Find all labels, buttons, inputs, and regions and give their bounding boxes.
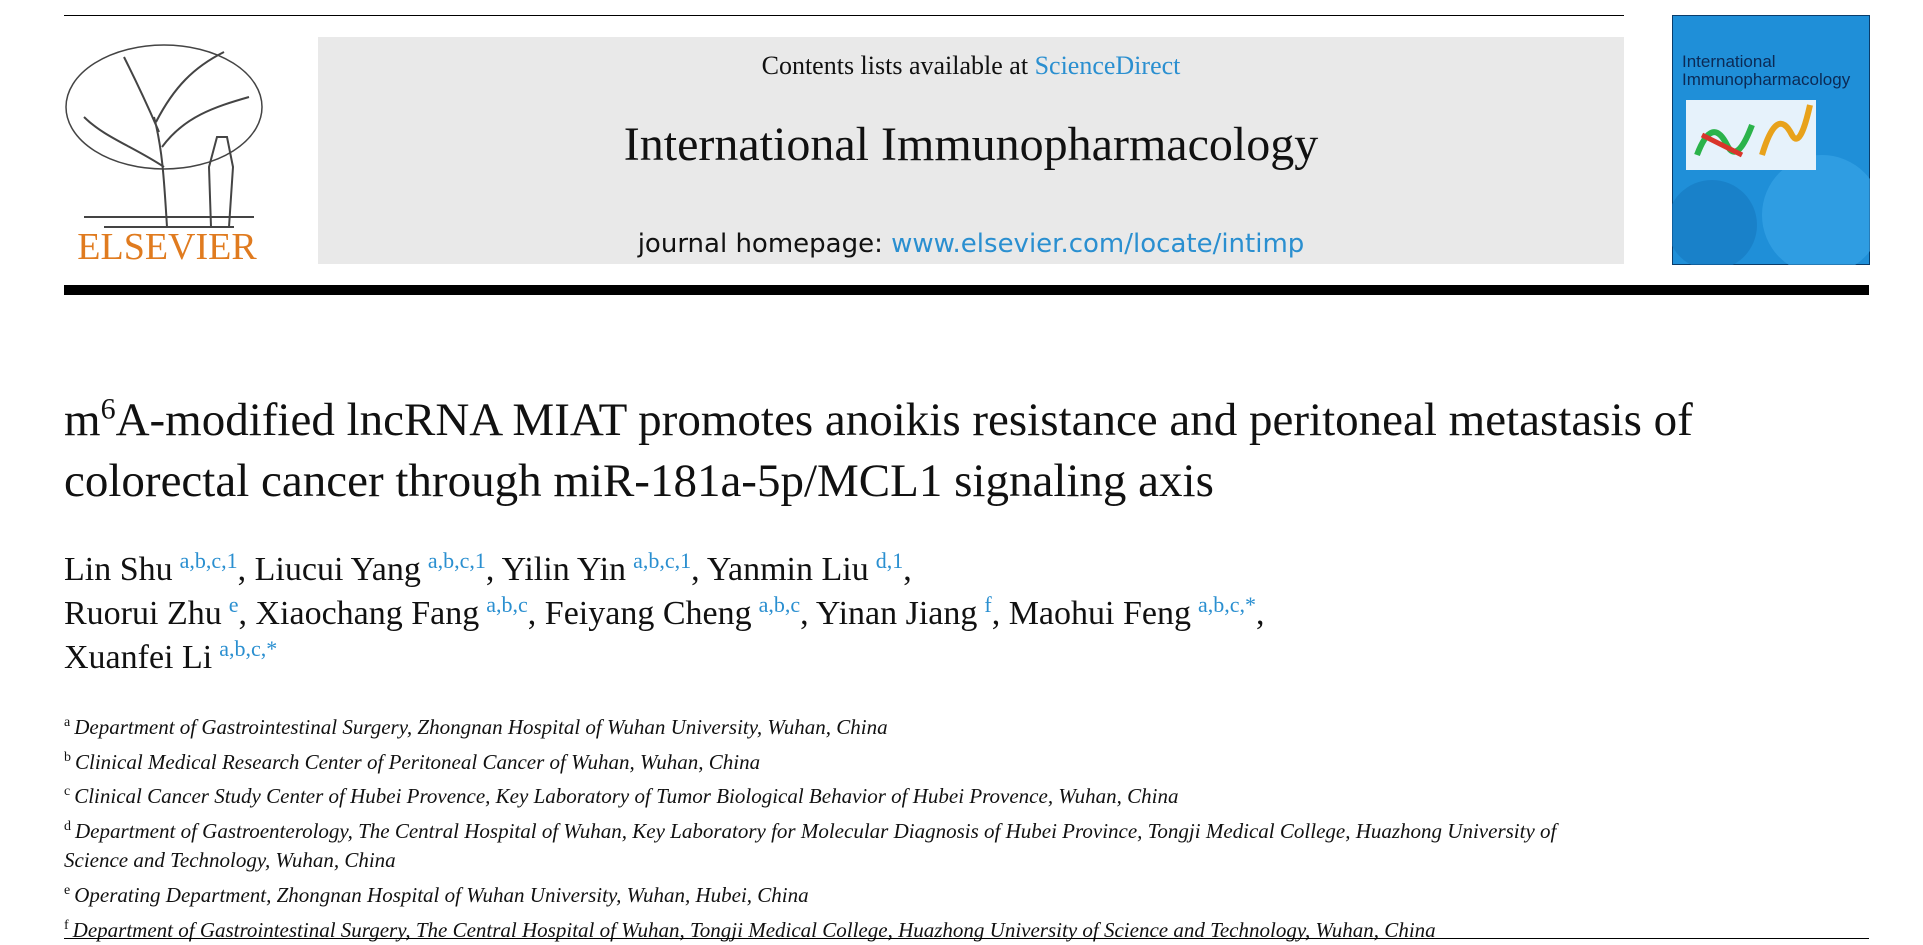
affiliation: b Clinical Medical Research Center of Per…	[64, 743, 1594, 778]
author-name: Feiyang Cheng	[544, 595, 752, 632]
affiliation-letter: d	[64, 818, 71, 834]
author-separator: ,	[238, 595, 247, 632]
masthead: Contents lists available at ScienceDirec…	[318, 37, 1624, 264]
author-separator: ,	[800, 595, 809, 632]
affiliation-text: Department of Gastroenterology, The Cent…	[64, 818, 1557, 873]
article-title: m6A-modified lncRNA MIAT promotes anoiki…	[64, 390, 1764, 512]
sciencedirect-link[interactable]: ScienceDirect	[1034, 51, 1181, 80]
author-name: Yilin Yin	[501, 551, 627, 588]
affiliation-letter: e	[64, 882, 71, 898]
author-affiliation-marks[interactable]: a,b,c,*	[1197, 591, 1257, 617]
author-affiliation-marks[interactable]: a,b,c	[486, 591, 528, 617]
author-name: Xiaochang Fang	[255, 595, 480, 632]
author-affiliation-marks[interactable]: e	[228, 591, 239, 617]
author: Maohui Feng a,b,c,*,	[1008, 591, 1265, 632]
affiliation: c Clinical Cancer Study Center of Hubei P…	[64, 777, 1594, 812]
title-superscript: 6	[100, 392, 116, 426]
author-list: Lin Shu a,b,c,1, Liucui Yang a,b,c,1, Yili…	[64, 548, 1624, 680]
affiliation-list: a Department of Gastrointestinal Surgery,…	[64, 708, 1594, 945]
bottom-rule	[64, 938, 1869, 939]
affiliation: d Department of Gastroenterology, The Cen…	[64, 812, 1594, 876]
author: Xiaochang Fang a,b,c,	[255, 591, 537, 632]
author-separator: ,	[1256, 595, 1265, 632]
contents-prefix: Contents lists available at	[761, 51, 1029, 80]
author-separator: ,	[527, 595, 537, 632]
homepage-prefix: journal homepage:	[637, 229, 883, 259]
author-name: Ruorui Zhu	[64, 595, 222, 632]
affiliation: f Department of Gastrointestinal Surgery,…	[64, 911, 1594, 945]
contents-line: Contents lists available at ScienceDirec…	[318, 51, 1624, 81]
affiliation-letter: a	[64, 715, 71, 730]
affiliation: e Operating Department, Zhongnan Hospital…	[64, 876, 1594, 911]
affiliation-letter: f	[64, 917, 69, 933]
author-name: Liucui Yang	[254, 551, 421, 588]
author-affiliation-marks[interactable]: a,b,c,1	[427, 547, 486, 573]
affiliation-text: Operating Department, Zhongnan Hospital …	[74, 882, 809, 907]
homepage-line: journal homepage: www.elsevier.com/locat…	[318, 229, 1624, 259]
author: Yanmin Liu d,1,	[706, 547, 912, 588]
author-name: Yanmin Liu	[706, 551, 869, 588]
author-separator: ,	[991, 595, 1001, 632]
affiliation-text: Clinical Cancer Study Center of Hubei Pr…	[74, 784, 1179, 809]
homepage-link[interactable]: www.elsevier.com/locate/intimp	[891, 229, 1305, 259]
title-rest: A-modified lncRNA MIAT promotes anoikis …	[64, 394, 1693, 507]
author-name: Lin Shu	[64, 551, 173, 588]
publisher-logo: ELSEVIER	[65, 44, 263, 267]
author-affiliation-marks[interactable]: a,b,c,1	[179, 547, 238, 573]
journal-cover: International Immunopharmacology	[1672, 15, 1870, 265]
author-separator: ,	[485, 551, 495, 588]
author-affiliation-marks[interactable]: a,b,c,*	[219, 635, 278, 661]
author-separator: ,	[903, 551, 912, 588]
author: Liucui Yang a,b,c,1,	[254, 547, 495, 588]
author-name: Yinan Jiang	[815, 595, 978, 632]
author: Lin Shu a,b,c,1,	[64, 547, 247, 588]
title-prefix: m	[64, 394, 101, 446]
affiliation-text: Department of Gastrointestinal Surgery, …	[72, 917, 1436, 942]
header-rule	[64, 285, 1869, 295]
affiliation-text: Clinical Medical Research Center of Peri…	[75, 749, 761, 774]
author: Yinan Jiang f,	[815, 591, 1001, 632]
author: Ruorui Zhu e,	[64, 591, 247, 632]
author: Feiyang Cheng a,b,c,	[544, 591, 809, 632]
affiliation-letter: b	[64, 749, 71, 765]
top-rule	[64, 15, 1624, 16]
author-affiliation-marks[interactable]: f	[984, 591, 992, 617]
affiliation-letter: c	[64, 784, 71, 800]
author: Yilin Yin a,b,c,1,	[501, 547, 700, 588]
author: Xuanfei Li a,b,c,*	[64, 635, 278, 676]
cover-title: International Immunopharmacology	[1682, 53, 1851, 89]
author-affiliation-marks[interactable]: a,b,c	[758, 591, 801, 617]
author-separator: ,	[691, 551, 700, 588]
author-name: Maohui Feng	[1008, 595, 1191, 632]
author-separator: ,	[237, 551, 247, 588]
author-affiliation-marks[interactable]: a,b,c,1	[633, 547, 692, 573]
author-affiliation-marks[interactable]: d,1	[875, 547, 904, 573]
affiliation-text: Department of Gastrointestinal Surgery, …	[74, 715, 888, 739]
journal-title: International Immunopharmacology	[623, 118, 1319, 171]
publisher-name: ELSEVIER	[77, 226, 257, 267]
author-name: Xuanfei Li	[64, 639, 213, 676]
affiliation: a Department of Gastrointestinal Surgery,…	[64, 708, 1594, 743]
